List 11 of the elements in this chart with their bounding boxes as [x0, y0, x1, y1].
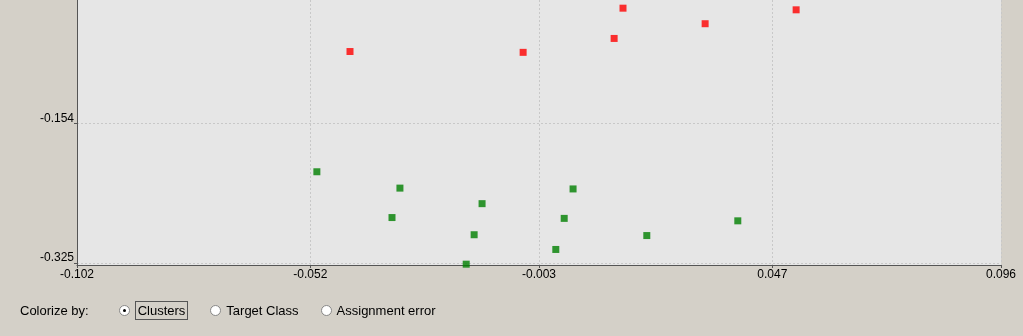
y-tick-label: -0.325 — [39, 250, 75, 265]
x-tick-label: -0.052 — [293, 267, 328, 281]
x-tick-label: 0.096 — [985, 267, 1017, 281]
x-tick-label: 0.047 — [757, 267, 788, 281]
text: Target Class — [226, 302, 299, 318]
y-tick-label: -0.154 — [39, 110, 75, 125]
text: Colorize by: — [20, 302, 89, 318]
x-tick-label: -0.102 — [59, 267, 95, 281]
text: Clusters — [134, 300, 189, 320]
x-tick-label: -0.003 — [521, 267, 557, 281]
text: Assignment error — [336, 302, 436, 318]
